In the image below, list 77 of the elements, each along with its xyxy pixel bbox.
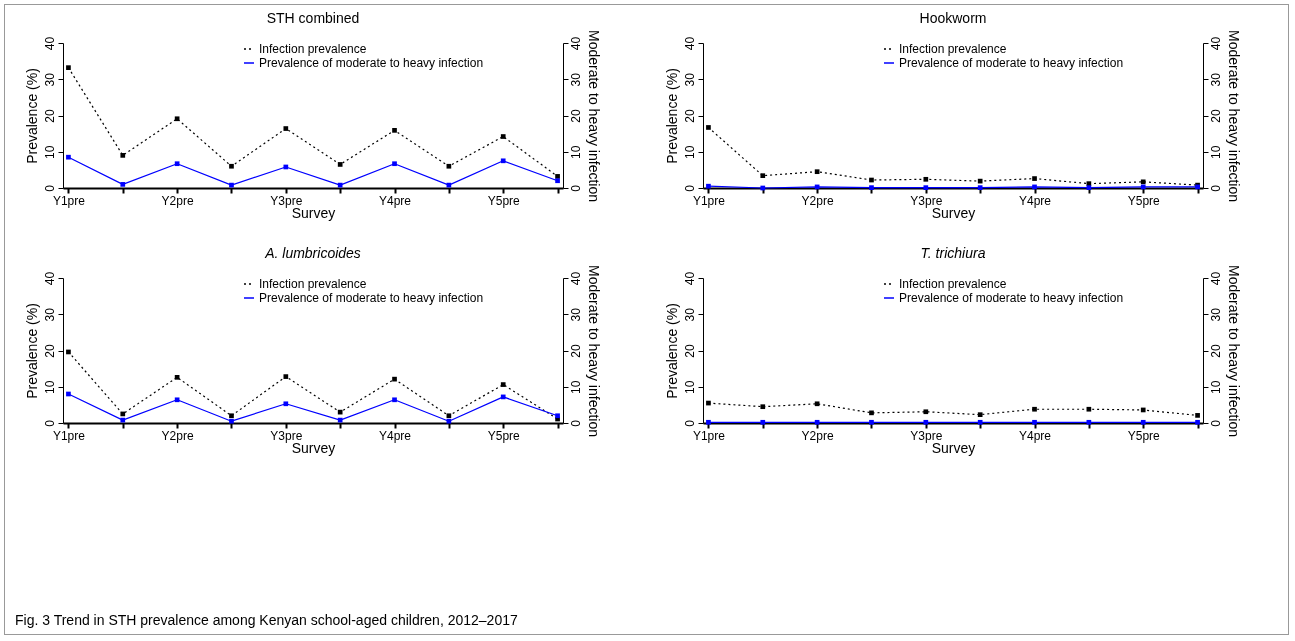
- x-tick-label: Y1pre: [692, 428, 726, 443]
- y-tick-label: 20: [682, 109, 697, 123]
- x-tick-label: Y4pre: [1019, 428, 1052, 443]
- y-tick-label: 20: [42, 109, 57, 123]
- y2-tick-label: 30: [1208, 307, 1223, 322]
- legend-label: Infection prevalence: [899, 42, 1007, 56]
- y2-tick-label: 20: [568, 109, 583, 123]
- y-tick-label: 20: [682, 344, 697, 358]
- y2-tick-label: 40: [1208, 36, 1223, 51]
- legend-label: Prevalence of moderate to heavy infection: [899, 56, 1124, 70]
- y-tick-label: 20: [42, 344, 57, 358]
- legend-label: Prevalence of moderate to heavy infection: [899, 291, 1124, 305]
- y-axis-title: Prevalence (%): [663, 68, 680, 164]
- y2-tick-label: 0: [568, 184, 583, 192]
- y2-tick-label: 10: [568, 380, 583, 394]
- y2-tick-label: 30: [568, 307, 583, 322]
- y-tick-label: 30: [682, 72, 697, 87]
- y2-axis-title: Moderate to heavy infection: [1225, 30, 1242, 202]
- y2-tick-label: 10: [1208, 145, 1223, 159]
- chart-title: A. lumbricoides: [264, 244, 361, 261]
- y2-tick-label: 30: [1208, 72, 1223, 87]
- x-tick-label: Y1pre: [52, 428, 86, 443]
- x-tick-label: Y2pre: [161, 193, 194, 208]
- chart-title: Hookworm: [919, 9, 987, 26]
- x-tick-label: Y2pre: [801, 193, 834, 208]
- x-tick-label: Y4pre: [379, 428, 412, 443]
- x-tick-label: Y5pre: [1127, 428, 1161, 443]
- y-axis-title: Prevalence (%): [663, 303, 680, 399]
- y-tick-label: 40: [42, 271, 57, 286]
- legend-label: Infection prevalence: [259, 42, 367, 56]
- y2-tick-label: 20: [1208, 109, 1223, 123]
- chart-title: T. trichiura: [920, 244, 986, 261]
- y-tick-label: 0: [682, 419, 697, 427]
- y-tick-label: 40: [42, 36, 57, 51]
- y2-tick-label: 20: [1208, 344, 1223, 358]
- y2-tick-label: 40: [1208, 271, 1223, 286]
- caption: Fig. 3 Trend in STH prevalence among Kenyan school-aged children, 2012–2017: [15, 612, 518, 628]
- y-axis-title: Prevalence (%): [23, 303, 40, 399]
- y-tick-label: 30: [42, 72, 57, 87]
- y-axis-title: Prevalence (%): [23, 68, 40, 164]
- y-tick-label: 30: [42, 307, 57, 322]
- x-tick-label: Y4pre: [1019, 193, 1052, 208]
- y-tick-label: 0: [42, 419, 57, 427]
- y-tick-label: 10: [682, 145, 697, 159]
- chart-title: STH combined: [266, 9, 360, 26]
- y-tick-label: 0: [682, 184, 697, 192]
- y2-axis-title: Moderate to heavy infection: [585, 30, 602, 202]
- x-tick-label: Y4pre: [379, 193, 412, 208]
- x-tick-label: Y5pre: [487, 193, 521, 208]
- x-tick-label: Y1pre: [52, 193, 86, 208]
- y-tick-label: 10: [42, 380, 57, 394]
- y2-tick-label: 0: [568, 419, 583, 427]
- legend-label: Prevalence of moderate to heavy infection: [259, 291, 484, 305]
- y2-tick-label: 20: [568, 344, 583, 358]
- y-tick-label: 40: [682, 271, 697, 286]
- y2-axis-title: Moderate to heavy infection: [585, 265, 602, 437]
- y-tick-label: 30: [682, 307, 697, 322]
- y-tick-label: 10: [682, 380, 697, 394]
- y2-tick-label: 10: [568, 145, 583, 159]
- x-tick-label: Y1pre: [692, 193, 726, 208]
- x-tick-label: Y5pre: [1127, 193, 1161, 208]
- y2-tick-label: 10: [1208, 380, 1223, 394]
- x-tick-label: Y5pre: [487, 428, 521, 443]
- legend-label: Infection prevalence: [259, 277, 367, 291]
- y-tick-label: 10: [42, 145, 57, 159]
- y2-tick-label: 40: [568, 271, 583, 286]
- y2-tick-label: 0: [1208, 184, 1223, 192]
- y-tick-label: 0: [42, 184, 57, 192]
- legend-label: Prevalence of moderate to heavy infection: [259, 56, 484, 70]
- x-tick-label: Y2pre: [801, 428, 834, 443]
- y2-tick-label: 40: [568, 36, 583, 51]
- x-tick-label: Y2pre: [161, 428, 194, 443]
- legend-label: Infection prevalence: [899, 277, 1007, 291]
- y2-tick-label: 0: [1208, 419, 1223, 427]
- y2-tick-label: 30: [568, 72, 583, 87]
- y2-axis-title: Moderate to heavy infection: [1225, 265, 1242, 437]
- y-tick-label: 40: [682, 36, 697, 51]
